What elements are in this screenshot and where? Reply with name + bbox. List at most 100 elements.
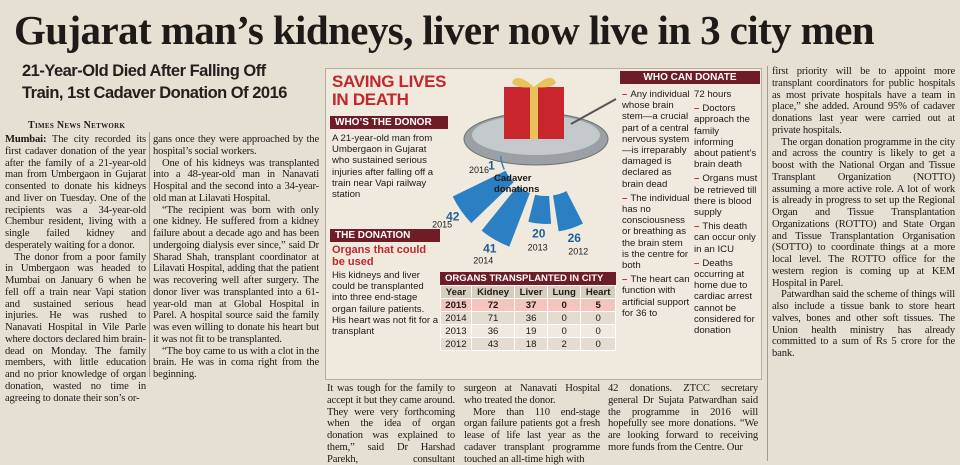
paragraph: gans once they were approached by the ho… bbox=[153, 134, 319, 158]
article-column: It was tough for the family to accept it… bbox=[327, 383, 455, 465]
who-can-donate-item: This death can occur only in an ICU bbox=[694, 221, 760, 255]
paragraph-text: “The recipient was born with only one ki… bbox=[153, 204, 319, 345]
donation-year: 2016 bbox=[469, 165, 489, 175]
table-row: 2012 43 18 2 0 bbox=[440, 337, 616, 351]
table-cell: 0 bbox=[580, 311, 616, 325]
organs-table: Year Kidney Liver Lung Heart 2015 72 37 0 5 2014 71… bbox=[440, 285, 616, 351]
column-rule bbox=[149, 132, 150, 377]
who-can-donate-item: 72 hours bbox=[694, 89, 732, 100]
paragraph-text: One of his kidneys was transplanted into… bbox=[153, 157, 319, 204]
infographic: 1 2016 42 2015 41 2014 20 2013 26 2012 SAVING LIV… bbox=[325, 68, 762, 380]
paragraph-text: More than 110 end-stage organ failure pa… bbox=[464, 406, 600, 465]
who-can-donate-column: 72 hours Doctors approach the family info… bbox=[694, 89, 760, 339]
infographic-title: SAVING LIVES IN DEATH bbox=[332, 72, 447, 109]
table-header-row: Year Kidney Liver Lung Heart bbox=[440, 285, 616, 299]
dateline: Mumbai: bbox=[5, 134, 47, 145]
paragraph: “The boy came to us with a clot in the b… bbox=[153, 346, 319, 381]
paragraph: Mumbai: The city recorded its first cada… bbox=[5, 134, 146, 252]
who-can-donate-item: Deaths occurring at home due to cardiac … bbox=[694, 258, 760, 336]
donation-year: 2015 bbox=[432, 220, 452, 230]
who-can-donate-item: The individual has no consciousness or b… bbox=[622, 193, 690, 271]
column-header: Year bbox=[440, 285, 472, 299]
headline: Gujarat man’s kidneys, liver now live in… bbox=[14, 7, 875, 53]
section-heading: WHO’S THE DONOR bbox=[330, 116, 448, 129]
scissors bbox=[570, 98, 617, 125]
table-cell: 2014 bbox=[440, 311, 472, 325]
section-heading: THE DONATION bbox=[330, 229, 440, 242]
donation-year: 2012 bbox=[568, 246, 588, 256]
table-cell: 2012 bbox=[440, 337, 472, 351]
who-can-donate-item: Organs must be retrieved till there is b… bbox=[694, 173, 760, 218]
paragraph-text: The city recorded its first cadaver dona… bbox=[5, 134, 146, 251]
paragraph-text: Patwardhan said the scheme of things wil… bbox=[772, 289, 955, 359]
who-can-donate-item: Doctors approach the family informing ab… bbox=[694, 103, 760, 170]
donor-text: A 21-year-old man from Umbergaon in Guja… bbox=[332, 133, 434, 201]
table-row: 2015 72 37 0 5 bbox=[440, 298, 616, 312]
donation-wedge bbox=[452, 170, 514, 224]
table-cell: 0 bbox=[546, 311, 582, 325]
table-cell: 18 bbox=[514, 337, 548, 351]
paragraph: “The recipient was born with only one ki… bbox=[153, 205, 319, 346]
article-column: Mumbai: The city recorded its first cada… bbox=[5, 134, 146, 465]
article-column: first priority will be to appoint more t… bbox=[772, 66, 955, 465]
donation-year: 2013 bbox=[528, 243, 548, 253]
donation-wedge bbox=[553, 191, 583, 232]
paragraph-text: first priority will be to appoint more t… bbox=[772, 66, 955, 136]
paragraph: The organ donation programme in the city… bbox=[772, 137, 955, 290]
who-can-donate-item: Any individual whose brain stem—a crucia… bbox=[622, 89, 690, 190]
table-row: 2013 36 19 0 0 bbox=[440, 324, 616, 338]
table-cell: 36 bbox=[470, 324, 516, 338]
ribbon bbox=[530, 87, 538, 139]
table-title: ORGANS TRANSPLANTED IN CITY bbox=[440, 272, 616, 285]
donation-value: 42 bbox=[446, 209, 460, 223]
donation-value: 41 bbox=[483, 241, 497, 255]
table-cell: 0 bbox=[580, 337, 616, 351]
table-cell: 72 bbox=[470, 298, 516, 312]
paragraph-text: surgeon at Nanavati Hospital who treated… bbox=[464, 383, 600, 406]
donation-wedge bbox=[481, 186, 530, 247]
table-cell: 36 bbox=[514, 311, 548, 325]
table-block: ORGANS TRANSPLANTED IN CITY Year Kidney Li… bbox=[440, 272, 616, 351]
table-cell: 19 bbox=[514, 324, 548, 338]
table-cell: 0 bbox=[546, 324, 582, 338]
paragraph: Patwardhan said the scheme of things wil… bbox=[772, 289, 955, 360]
subheadline-line: Train, 1st Cadaver Donation Of 2016 bbox=[22, 84, 287, 102]
donation-value: 1 bbox=[488, 159, 495, 173]
table-cell: 2015 bbox=[440, 298, 472, 312]
paragraph: first priority will be to appoint more t… bbox=[772, 66, 955, 137]
chart-label: Cadaver donations bbox=[494, 173, 540, 195]
donation-wedge bbox=[528, 194, 552, 224]
column-header: Liver bbox=[514, 285, 548, 299]
column-header: Lung bbox=[546, 285, 582, 299]
table-cell: 0 bbox=[580, 324, 616, 338]
donation-value: 20 bbox=[532, 227, 546, 241]
paragraph: 42 donations. ZTCC secretary general Dr … bbox=[608, 383, 758, 454]
paragraph-text: gans once they were approached by the ho… bbox=[153, 134, 319, 157]
table-cell: 0 bbox=[546, 298, 582, 312]
paragraph-text: The donor from a poor family in Umbergao… bbox=[5, 251, 146, 404]
table-cell: 71 bbox=[470, 311, 516, 325]
article-column: 42 donations. ZTCC secretary general Dr … bbox=[608, 383, 758, 465]
donation-text: His kidneys and liver could be transplan… bbox=[332, 270, 439, 338]
section-heading: WHO CAN DONATE bbox=[620, 71, 760, 84]
table-row: 2014 71 36 0 0 bbox=[440, 311, 616, 325]
donation-value: 26 bbox=[568, 231, 582, 245]
column-rule bbox=[767, 66, 768, 461]
donation-year: 2014 bbox=[473, 256, 493, 266]
donation-wedge bbox=[499, 155, 505, 170]
paragraph-text: 42 donations. ZTCC secretary general Dr … bbox=[608, 383, 758, 453]
article-column: gans once they were approached by the ho… bbox=[153, 134, 319, 465]
subheadline: 21-Year-Old Died After Falling Off Train… bbox=[22, 60, 322, 104]
table-cell: 2 bbox=[546, 337, 582, 351]
table-cell: 2013 bbox=[440, 324, 472, 338]
paragraph: The donor from a poor family in Umbergao… bbox=[5, 252, 146, 405]
paragraph: More than 110 end-stage organ failure pa… bbox=[464, 407, 600, 465]
paragraph: One of his kidneys was transplanted into… bbox=[153, 158, 319, 205]
who-can-donate-column: Any individual whose brain stem—a crucia… bbox=[622, 89, 690, 322]
who-can-donate-item: The heart can function with artificial s… bbox=[622, 274, 690, 319]
paragraph: surgeon at Nanavati Hospital who treated… bbox=[464, 383, 600, 407]
paragraph-text: It was tough for the family to accept it… bbox=[327, 383, 455, 465]
table-cell: 43 bbox=[470, 337, 516, 351]
